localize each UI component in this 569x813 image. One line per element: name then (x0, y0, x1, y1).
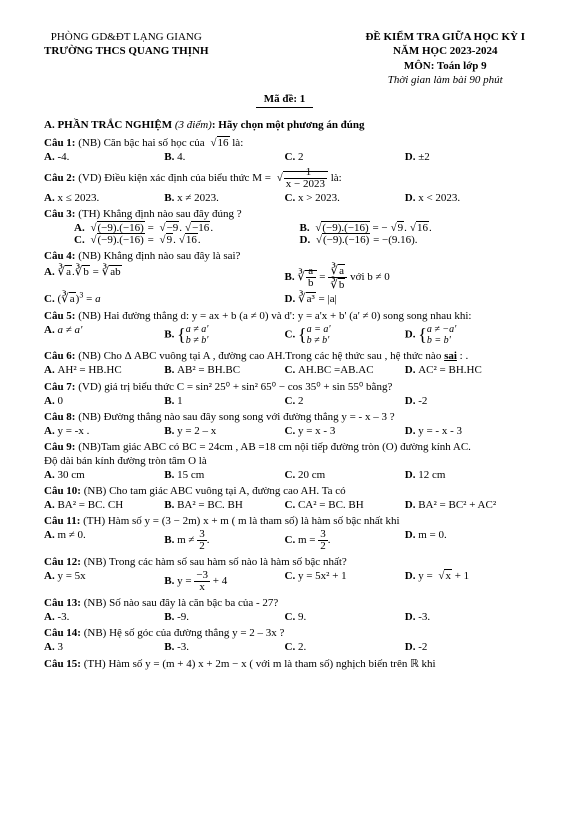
q12: Câu 12: (NB) Trong các hàm số sau hàm số… (44, 556, 525, 568)
q10-opts: A. BA² = BC. CH B. BA² = BC. BH C. CA² =… (44, 499, 525, 511)
q13-opts: A. -3. B. -9. C. 9. D. -3. (44, 611, 525, 623)
subject: MÔN: Toán lớp 9 (365, 59, 525, 73)
q3-opts: A. (−9).(−16) = −9.−16. B. (−9).(−16) = … (44, 222, 525, 246)
q6-opts: A. AH² = HB.HC B. AB² = BH.BC C. AH.BC =… (44, 364, 525, 376)
q11: Câu 11: (TH) Hàm số y = (3 − 2m) x + m (… (44, 515, 525, 527)
q3: Câu 3: (TH) Khẳng định nào sau đây đúng … (44, 208, 525, 220)
q5: Câu 5: (NB) Hai đường thẳng d: y = ax + … (44, 310, 525, 322)
q13: Câu 13: (NB) Số nào sau đây là căn bậc b… (44, 597, 525, 609)
section-a: A. PHẦN TRẮC NGHIỆM (3 điểm): Hãy chọn m… (44, 119, 525, 131)
q2: Câu 2: (VD) Điều kiện xác định của biểu … (44, 167, 525, 190)
q1: Câu 1: (NB) Căn bậc hai số học của 16 là… (44, 137, 525, 149)
q4: Câu 4: (NB) Khẳng định nào sau đây là sa… (44, 250, 525, 262)
q2-opts: A. x ≤ 2023. B. x ≠ 2023. C. x > 2023. D… (44, 192, 525, 204)
q7-opts: A. 0 B. 1 C. 2 D. -2 (44, 395, 525, 407)
q11-opts: A. m ≠ 0. B. m ≠ 32. C. m = 32. D. m = 0… (44, 529, 525, 552)
header-left: PHÒNG GD&ĐT LẠNG GIANG TRƯỜNG THCS QUANG… (44, 30, 209, 87)
q8-opts: A. y = -x . B. y = 2 – x C. y = x - 3 D.… (44, 425, 525, 437)
q10: Câu 10: (NB) Cho tam giác ABC vuông tại … (44, 485, 525, 497)
header-right: ĐỀ KIỂM TRA GIỮA HỌC KỲ I NĂM HỌC 2023-2… (365, 30, 525, 87)
q15: Câu 15: (TH) Hàm số y = (m + 4) x + 2m −… (44, 657, 525, 670)
q1-opts: A. -4. B. 4. C. 2 D. ±2 (44, 151, 525, 163)
year: NĂM HỌC 2023-2024 (365, 44, 525, 58)
header: PHÒNG GD&ĐT LẠNG GIANG TRƯỜNG THCS QUANG… (44, 30, 525, 87)
dept: PHÒNG GD&ĐT LẠNG GIANG (44, 30, 209, 44)
q14-opts: A. 3 B. -3. C. 2. D. -2 (44, 641, 525, 653)
q9: Câu 9: (NB)Tam giác ABC có BC = 24cm , A… (44, 441, 525, 453)
q7: Câu 7: (VD) giá trị biểu thức C = sin² 2… (44, 380, 525, 393)
q14: Câu 14: (NB) Hệ số góc của đường thẳng y… (44, 627, 525, 639)
q4-opts: A. a.b = ab B. ab = ab với b ≠ 0 C. (a)3… (44, 264, 525, 306)
q5-opts: A. a ≠ a' B. {a ≠ a'b ≠ b' C. {a = a'b ≠… (44, 324, 525, 346)
q9-opts: A. 30 cm B. 15 cm C. 20 cm D. 12 cm (44, 469, 525, 481)
q8: Câu 8: (NB) Đường thẳng nào sau đây song… (44, 411, 525, 423)
title: ĐỀ KIỂM TRA GIỮA HỌC KỲ I (365, 30, 525, 44)
time: Thời gian làm bài 90 phút (365, 73, 525, 87)
q6: Câu 6: (NB) Cho Δ ABC vuông tại A , đườn… (44, 350, 525, 362)
school: TRƯỜNG THCS QUANG THỊNH (44, 44, 209, 58)
q9-l2: Độ dài bán kính đường tròn tâm O là (44, 455, 525, 467)
exam-code: Mã đề: 1 (44, 93, 525, 105)
q12-opts: A. y = 5x B. y = −3x + 4 C. y = 5x² + 1 … (44, 570, 525, 593)
